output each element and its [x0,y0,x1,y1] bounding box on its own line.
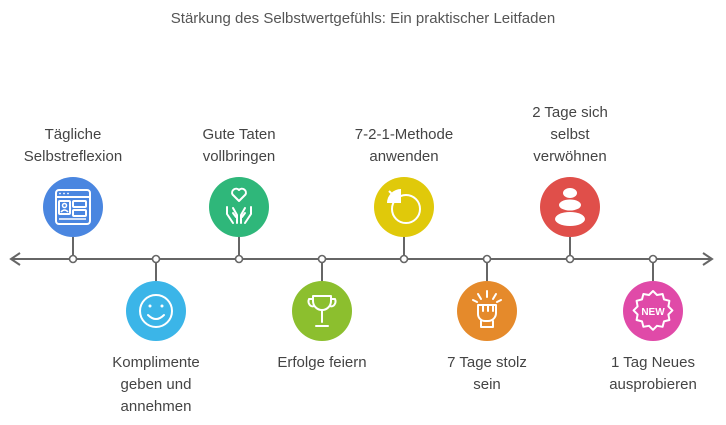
new-badge-text: NEW [641,307,665,318]
step-6 [457,254,517,341]
step-4-label: Erfolge feiern [277,354,367,371]
raised-fist-icon [472,290,502,328]
step-7-dot [565,254,575,264]
step-2-circle [126,281,186,341]
page-title: Stärkung des Selbstwertgefühls: Ein prak… [170,10,556,27]
step-2-label: Komplimente geben und annehmen [112,354,200,415]
step-8-label: 1 Tag Neues ausprobieren [609,354,697,393]
stacked-stones-icon [555,188,585,226]
step-5-dot [399,254,409,264]
timeline-arrow-left [9,252,21,266]
step-1 [43,177,103,264]
step-8-dot [648,254,658,264]
step-1-label: Tägliche Selbstreflexion [23,126,123,165]
step-3-dot [234,254,244,264]
hands-heart-icon [226,187,252,224]
calendar-dashboard-icon [55,189,91,225]
step-6-label: 7 Tage stolz sein [447,354,527,393]
step-6-dot [482,254,492,264]
step-3-circle [209,177,269,237]
step-5-label: 7-2-1-Methode anwenden [354,126,454,165]
step-8: NEW [623,254,683,341]
step-3 [209,177,269,264]
step-5 [374,177,434,264]
step-4 [292,254,352,341]
smiley-icon [139,294,173,328]
pie-chart-icon [387,189,421,224]
step-2-dot [151,254,161,264]
step-1-dot [68,254,78,264]
step-3-label: Gute Taten vollbringen [202,126,276,165]
step-5-circle [374,177,434,237]
step-7-label: 2 Tage sich selbst verwöhnen [532,104,608,165]
trophy-icon [307,295,337,327]
step-2 [126,254,186,341]
step-8-circle [623,281,683,341]
step-7 [540,177,600,264]
new-badge-icon: NEW [632,290,674,331]
step-4-dot [317,254,327,264]
timeline-arrow-right [702,252,714,266]
